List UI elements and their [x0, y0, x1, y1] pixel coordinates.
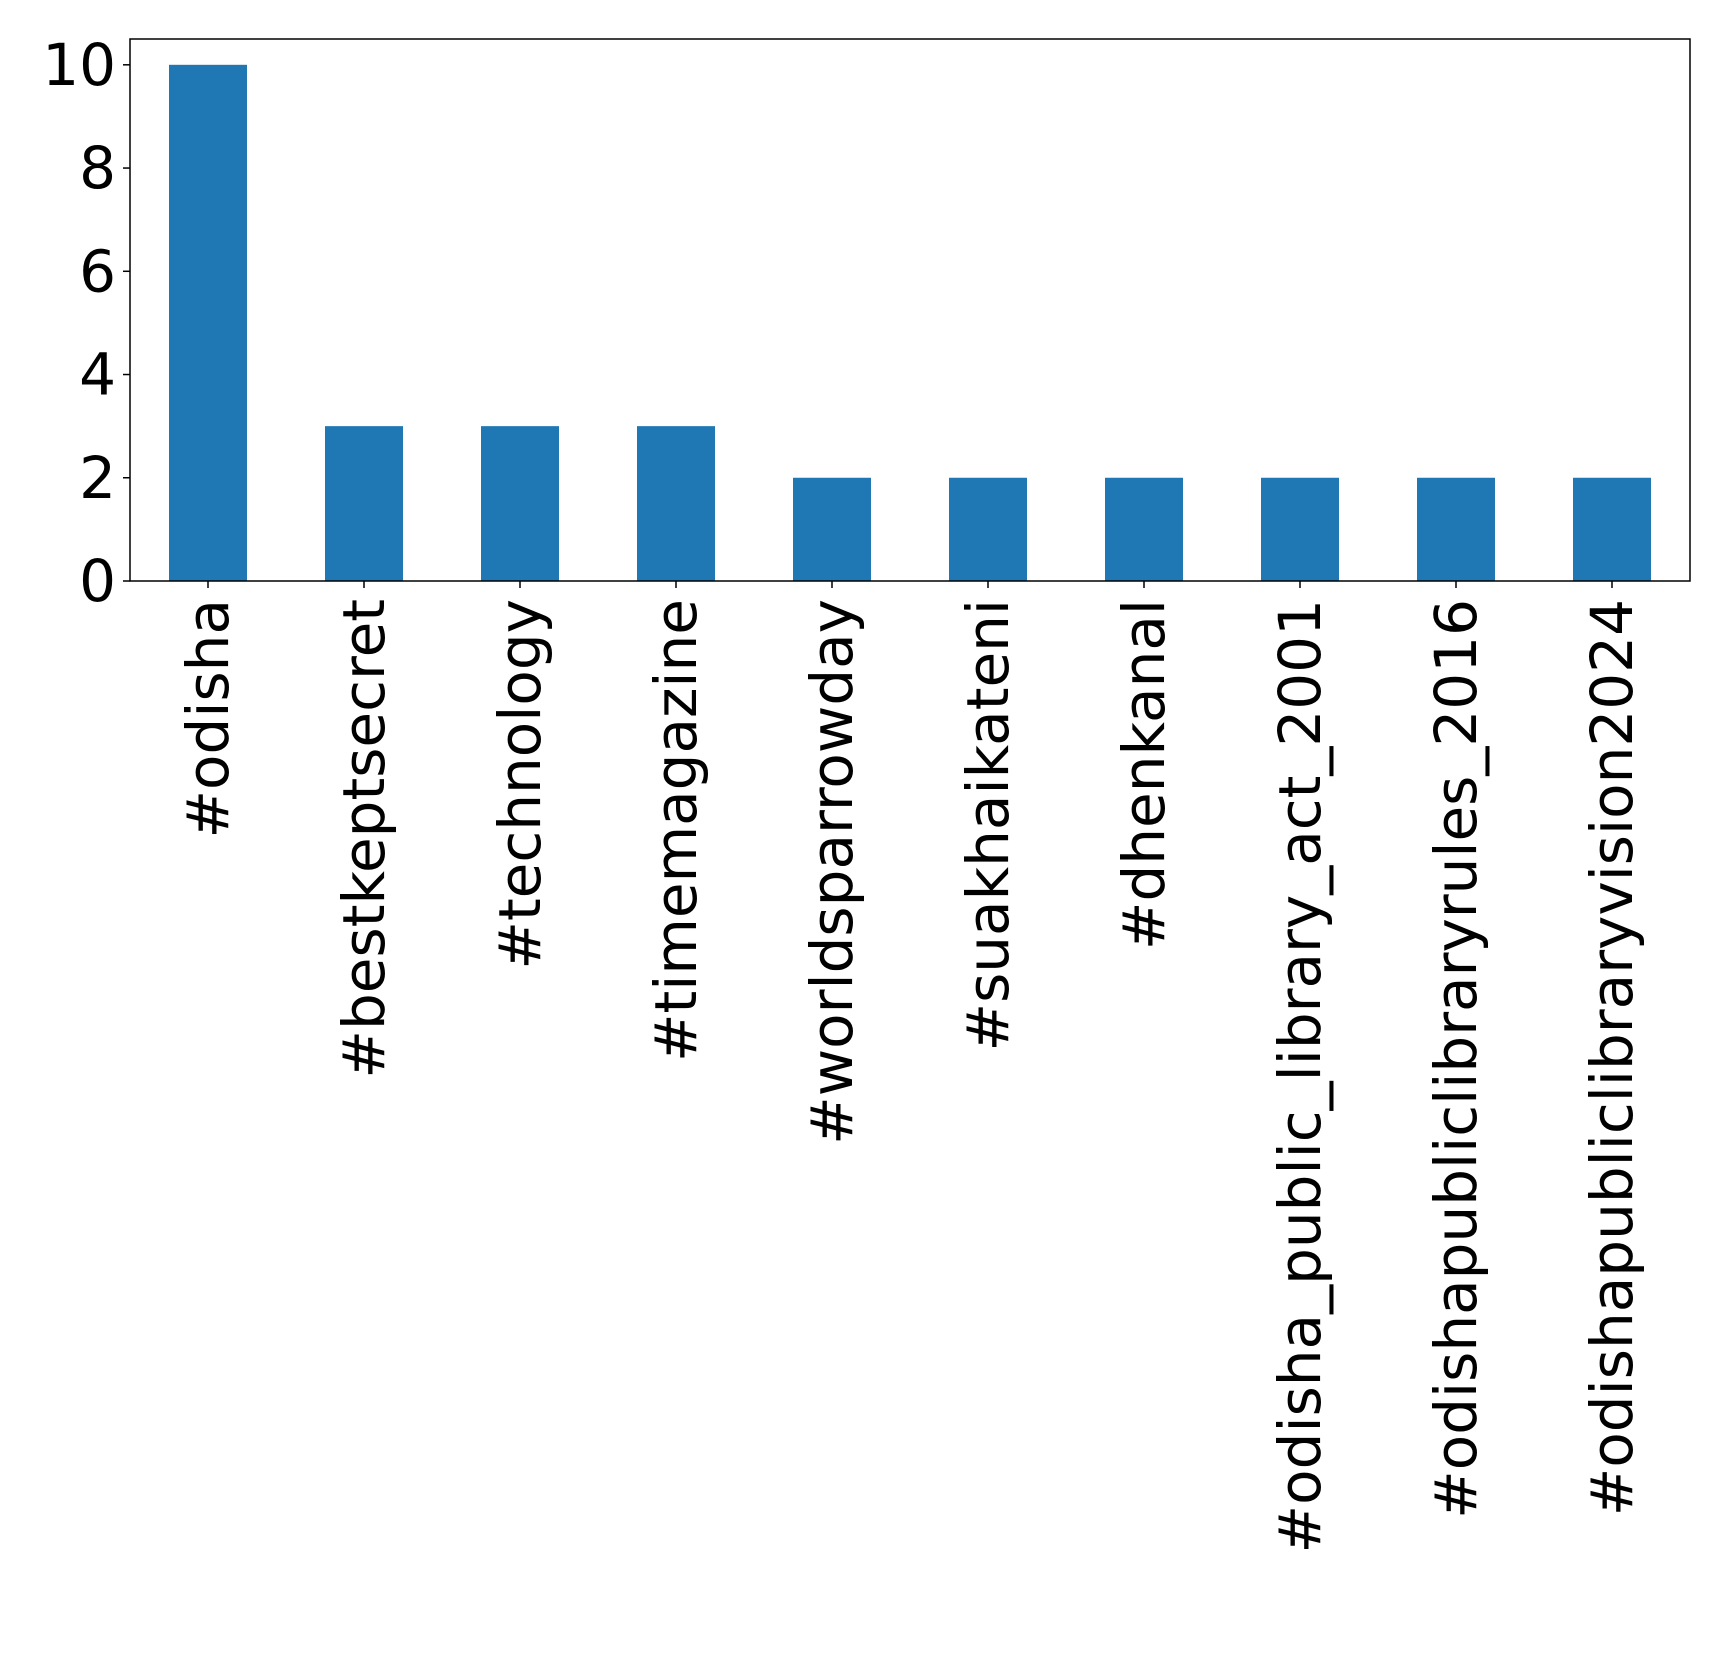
- x-tick-label: #odisha: [174, 599, 242, 839]
- x-tick-label: #timemagazine: [642, 599, 710, 1062]
- bar: [637, 426, 715, 581]
- bar: [325, 426, 403, 581]
- y-tick-label: 2: [79, 444, 116, 512]
- y-tick-label: 6: [79, 237, 116, 305]
- bar: [1261, 477, 1339, 581]
- bar: [1417, 477, 1495, 581]
- x-tick-label: #worldsparrowday: [798, 599, 866, 1145]
- bar: [1105, 477, 1183, 581]
- y-axis: 0 2 4 6 8 10: [42, 31, 130, 615]
- x-tick-label: #odishapubliclibraryvision2024: [1578, 599, 1646, 1516]
- y-tick-label: 10: [42, 31, 116, 99]
- y-tick-label: 0: [79, 547, 116, 615]
- y-tick-label: 8: [79, 134, 116, 202]
- bar: [481, 426, 559, 581]
- x-tick-label: #technology: [486, 599, 554, 970]
- bar: [1573, 477, 1651, 581]
- x-tick-label: #odishapubliclibraryrules_2016: [1422, 599, 1490, 1519]
- y-tick-label: 4: [79, 341, 116, 409]
- plot-area-frame: [129, 38, 1691, 582]
- x-tick-label: #dhenkanal: [1110, 599, 1178, 950]
- x-tick-label: #bestkeptsecret: [330, 599, 398, 1079]
- x-tick-label: #suakhaikateni: [954, 599, 1022, 1052]
- bar: [793, 477, 871, 581]
- x-axis: #odisha #bestkeptsecret #technology #timema…: [174, 581, 1646, 1553]
- bar: [949, 477, 1027, 581]
- bar: [169, 64, 247, 582]
- bars-group: [169, 64, 1651, 582]
- x-tick-label: #odisha_public_library_act_2001: [1266, 599, 1334, 1553]
